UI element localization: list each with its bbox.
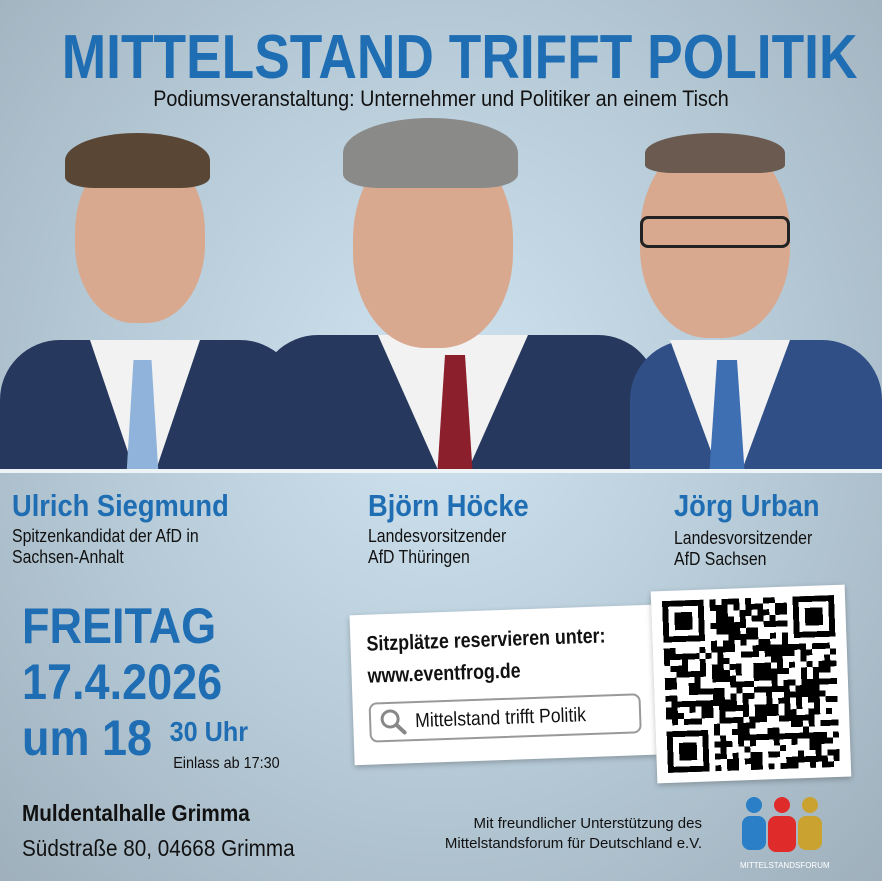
speaker-urban: Jörg Urban Landesvorsitzender AfD Sachse… [674, 488, 839, 570]
poster-title: MITTELSTAND TRIFFT POLITIK [61, 23, 858, 92]
poster-subtitle: Podiumsveranstaltung: Unternehmer und Po… [153, 86, 729, 111]
speaker-name: Björn Höcke [368, 488, 529, 523]
speaker-role: Sachsen-Anhalt [12, 547, 124, 567]
support-line2: Mittelstandsforum für Deutschland e.V. [444, 835, 702, 852]
glasses-icon [640, 216, 790, 248]
support-line1: Mit freundlicher Unterstützung des [473, 815, 702, 832]
speaker-role: AfD Sachsen [674, 549, 767, 569]
reservation-heading: Sitzplätze reservieren unter: [366, 624, 606, 656]
logo-text: MITTELSTANDSFORUM [740, 861, 830, 870]
speaker-photo-urban [630, 118, 882, 470]
mittelstandsforum-logo: MITTELSTANDSFORUM [740, 796, 830, 870]
people-logo-icon [742, 797, 822, 852]
event-datetime: FREITAG 17.4.2026 um 18 30 Uhr Einlass a… [22, 598, 280, 772]
speaker-name: Jörg Urban [674, 488, 820, 523]
event-time: um 18 30 Uhr Einlass ab 17:30 [22, 710, 280, 772]
speaker-hoecke: Björn Höcke Landesvorsitzender AfD Thüri… [368, 488, 551, 568]
event-minutes: 30 Uhr [169, 716, 249, 747]
admission-time: Einlass ab 17:30 [173, 755, 280, 772]
divider [0, 469, 882, 473]
search-text: Mittelstand trifft Politik [414, 703, 587, 732]
speaker-role: Spitzenkandidat der AfD in [12, 526, 199, 546]
qr-code[interactable] [650, 584, 852, 784]
speaker-photo-siegmund [0, 118, 300, 470]
reservation-url[interactable]: www.eventfrog.de [367, 659, 521, 688]
search-box[interactable]: Mittelstand trifft Politik [368, 693, 642, 743]
event-day: FREITAG [22, 598, 217, 654]
event-hour: um 18 [22, 710, 153, 766]
venue-address: Südstraße 80, 04668 Grimma [22, 835, 295, 861]
event-date: 17.4.2026 [22, 654, 223, 710]
qr-code-pattern [662, 595, 840, 773]
speaker-photo-hoecke [258, 118, 658, 470]
speaker-role: Landesvorsitzender [368, 526, 507, 546]
speaker-role: AfD Thüringen [368, 547, 470, 567]
speaker-siegmund: Ulrich Siegmund Spitzenkandidat der AfD … [12, 488, 258, 568]
venue-name: Muldentalhalle Grimma [22, 800, 250, 826]
reservation-card: Sitzplätze reservieren unter: www.eventf… [349, 604, 657, 766]
search-icon [380, 709, 407, 735]
speaker-role: Landesvorsitzender [674, 528, 813, 548]
speaker-name: Ulrich Siegmund [12, 488, 229, 523]
support-text: Mit freundlicher Unterstützung des Mitte… [445, 814, 702, 854]
